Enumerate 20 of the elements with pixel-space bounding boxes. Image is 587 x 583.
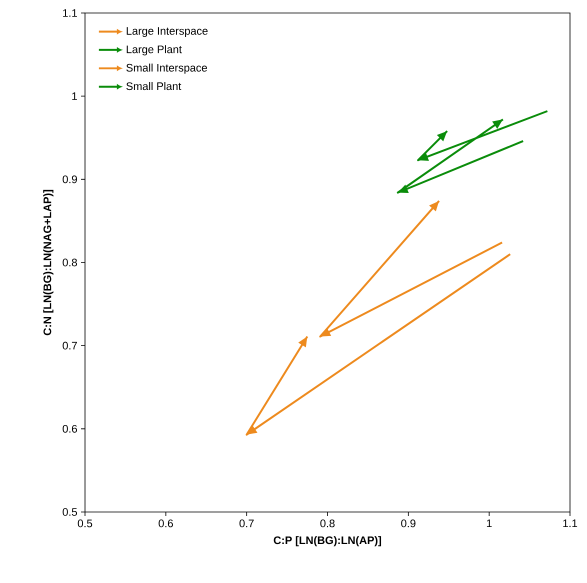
legend-label: Large Interspace: [126, 27, 208, 37]
x-tick-label: 0.6: [158, 520, 173, 528]
y-tick-label: 1.1: [63, 9, 77, 17]
x-tick-label: 1.1: [563, 520, 578, 528]
y-tick-label: 0.8: [62, 258, 77, 266]
x-tick-label: 0.7: [239, 520, 254, 528]
x-tick-label: 0.8: [320, 520, 335, 528]
y-tick-label: 1: [72, 92, 77, 100]
x-tick-label: 0.5: [78, 520, 92, 528]
legend-label: Large Plant: [126, 45, 182, 56]
legend-label: Small Interspace: [126, 64, 207, 74]
x-axis-title: C:P [LN(BG):LN(AP)]: [274, 536, 382, 546]
x-tick-label: 1: [486, 520, 492, 528]
y-tick-label: 0.9: [62, 175, 77, 184]
y-axis-title: C:N [LN(BG):LN(NAG+LAP)]: [43, 190, 54, 336]
y-tick-label: 0.5: [62, 508, 78, 516]
y-tick-label: 0.7: [62, 342, 77, 350]
legend-label: Small Plant: [126, 82, 182, 90]
y-tick-label: 0.6: [62, 424, 77, 433]
x-tick-label: 0.9: [401, 520, 416, 528]
